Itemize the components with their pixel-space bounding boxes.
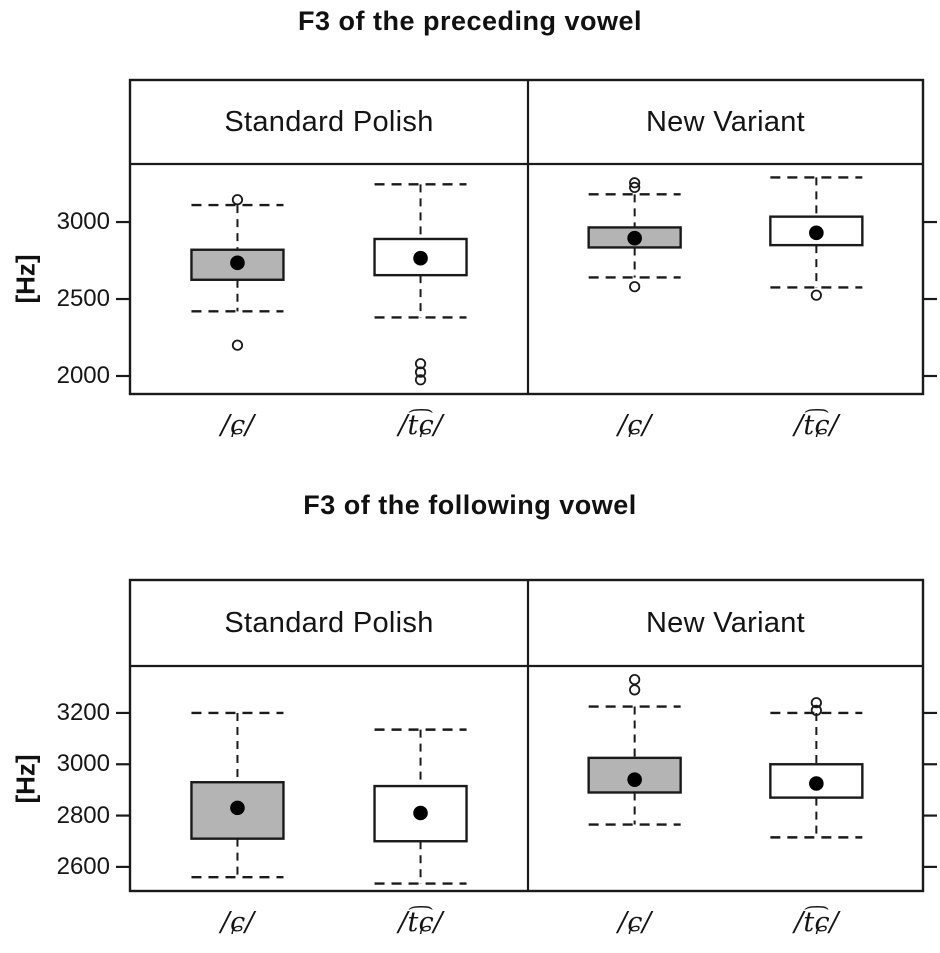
chart-title-following-vowel: F3 of the following vowel xyxy=(303,490,637,520)
median-dot xyxy=(230,255,245,271)
y-axis-tick-label: 3200 xyxy=(56,698,110,726)
outlier-point xyxy=(231,194,244,206)
outlier-point xyxy=(629,181,641,194)
outlier-point xyxy=(629,281,641,293)
outlier-point xyxy=(414,366,427,378)
median-dot xyxy=(627,230,642,246)
median-dot xyxy=(809,776,824,791)
x-axis-category-label: /ɕ/ xyxy=(617,410,652,441)
outlier-point xyxy=(810,289,822,301)
y-axis-tick-label: 2500 xyxy=(56,285,110,312)
x-axis-category-label: /ɕ/ xyxy=(617,907,652,938)
outlier-point xyxy=(629,673,641,686)
strip-label: New Variant xyxy=(645,106,806,138)
median-dot xyxy=(413,250,428,266)
strip-label: Standard Polish xyxy=(224,607,434,639)
box-iqr xyxy=(190,248,285,281)
x-axis-category-label: /t͡ɕ/ xyxy=(398,410,443,441)
outlier-point xyxy=(629,177,641,189)
y-axis-tick-label: 3000 xyxy=(56,750,110,778)
y-axis-tick-label: 3000 xyxy=(56,208,110,236)
median-dot xyxy=(627,772,642,787)
strip-label: New Variant xyxy=(645,607,806,639)
outlier-point xyxy=(629,684,641,696)
chart-title-preceding-vowel: F3 of the preceding vowel xyxy=(297,6,643,36)
panel-frame xyxy=(128,78,925,396)
x-axis-category-label: /t͡ɕ/ xyxy=(398,907,443,938)
outlier-point xyxy=(414,358,427,370)
x-axis-category-label: /ɕ/ xyxy=(220,907,255,938)
panel-frame xyxy=(128,578,925,893)
y-axis-tick-label: 2600 xyxy=(56,852,110,880)
y-axis-tick-label: 2800 xyxy=(56,801,110,829)
median-dot xyxy=(230,800,245,816)
median-dot xyxy=(413,805,428,821)
median-dot xyxy=(809,225,824,241)
x-axis-category-label: /t͡ɕ/ xyxy=(794,907,839,938)
outlier-point xyxy=(810,704,822,716)
strip-label: Standard Polish xyxy=(224,106,434,138)
x-axis-category-label: /t͡ɕ/ xyxy=(794,410,839,441)
x-axis-category-label: /ɕ/ xyxy=(220,410,255,441)
outlier-point xyxy=(231,339,244,351)
outlier-point xyxy=(810,697,822,709)
outlier-point xyxy=(414,374,427,386)
y-axis-tick-label: 2000 xyxy=(56,361,110,389)
